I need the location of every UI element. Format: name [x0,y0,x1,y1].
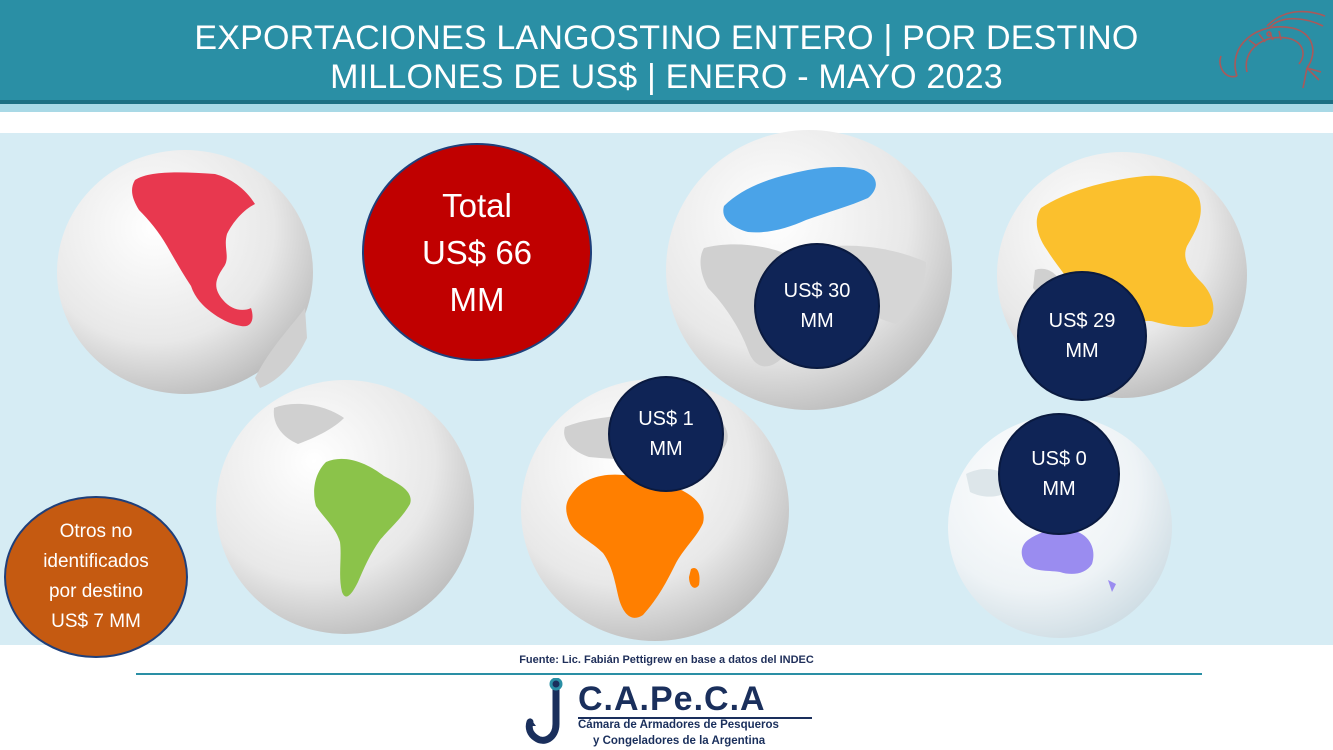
otros-value: US$ 7 MM [51,611,141,632]
otros-line-1: Otros no [59,521,133,542]
total-unit: MM [449,280,505,318]
logo-underline [578,717,812,719]
title-line-1: EXPORTACIONES LANGOSTINO ENTERO | POR DE… [194,19,1139,57]
title-banner: EXPORTACIONES LANGOSTINO ENTERO | POR DE… [0,0,1333,104]
logo-subtitle-1: Cámara de Armadores de Pesqueros [578,719,779,731]
source-note: Fuente: Lic. Fabián Pettigrew en base a … [519,654,814,666]
fishhook-logo-icon [525,678,563,744]
asia-unit: MM [1065,340,1099,362]
header-accent-bar [0,104,1333,112]
logo-wordmark: C.A.Pe.C.A [578,680,766,718]
africa-value: US$ 1 [638,408,694,430]
total-value: US$ 66 [421,233,533,271]
value-bubble-oceania: US$ 0 MM [998,413,1120,535]
footer-divider [136,673,1202,675]
region-shape-oceania [1021,529,1094,574]
value-bubble-africa: US$ 1 MM [608,376,724,492]
title-line-2: MILLONES DE US$ | ENERO - MAYO 2023 [330,58,1003,96]
globe-north-america [57,150,313,394]
otros-line-3: por destino [48,581,143,602]
otros-line-2: identificados [43,551,149,572]
oceania-unit: MM [1042,478,1076,500]
region-shape-north-america [132,172,255,327]
value-bubble-europe: US$ 30 MM [754,243,880,369]
shrimp-icon [1219,10,1326,89]
europe-value: US$ 30 [783,280,851,302]
globe-south-america [216,380,474,634]
region-shape-south-america [314,458,411,597]
total-bubble: Total US$ 66 MM [362,143,592,361]
logo-subtitle-2: y Congeladores de la Argentina [593,735,766,747]
region-shape-europe [723,167,876,233]
africa-unit: MM [649,438,683,460]
oceania-value: US$ 0 [1031,448,1087,470]
asia-value: US$ 29 [1048,310,1116,332]
value-bubble-asia: US$ 29 MM [1017,271,1147,401]
region-shape-africa [566,474,704,618]
total-label: Total [442,186,512,224]
otros-bubble: Otros no identificados por destino US$ 7… [4,496,188,658]
europe-unit: MM [800,310,834,332]
